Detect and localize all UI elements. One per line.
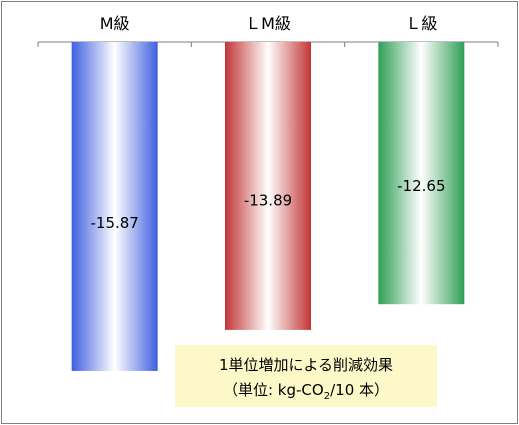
data-label-l: -12.65 bbox=[397, 177, 445, 195]
x-axis-ticks bbox=[37, 42, 499, 47]
annotation-line-1: 1単位増加による削減効果 bbox=[219, 356, 393, 374]
bar-m bbox=[71, 42, 158, 371]
category-label-lm: ＬM級 bbox=[245, 14, 291, 33]
category-label-l: Ｌ級 bbox=[405, 14, 437, 33]
category-label-m: M級 bbox=[100, 14, 130, 33]
annotation-line-2-subscript: 2 bbox=[324, 391, 330, 402]
bars-group bbox=[71, 42, 465, 371]
bar-lm bbox=[225, 42, 311, 330]
annotation-line-2-suffix: /10 本） bbox=[330, 381, 389, 399]
data-label-m: -15.87 bbox=[90, 214, 138, 232]
annotation-line-2-prefix: （単位: kg-CO bbox=[223, 381, 324, 399]
data-label-lm: -13.89 bbox=[244, 191, 292, 209]
annotation-box: 1単位増加による削減効果 （単位: kg-CO2/10 本） bbox=[175, 345, 437, 407]
annotation-line-2: （単位: kg-CO2/10 本） bbox=[223, 381, 389, 402]
bar-l bbox=[378, 42, 465, 305]
annotation-background bbox=[175, 345, 437, 407]
